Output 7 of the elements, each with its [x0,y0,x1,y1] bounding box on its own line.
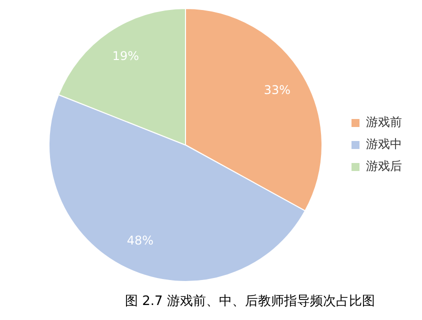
legend-label: 游戏中 [366,137,402,152]
legend-label: 游戏前 [366,115,402,130]
text: 图 2.7 游戏前、中、后教师指导频次占比图 [124,293,376,310]
data-label: 19% [112,49,139,64]
data-label: 33% [264,82,290,97]
legend-label: 游戏后 [366,159,402,174]
data-label: 48% [126,233,154,248]
